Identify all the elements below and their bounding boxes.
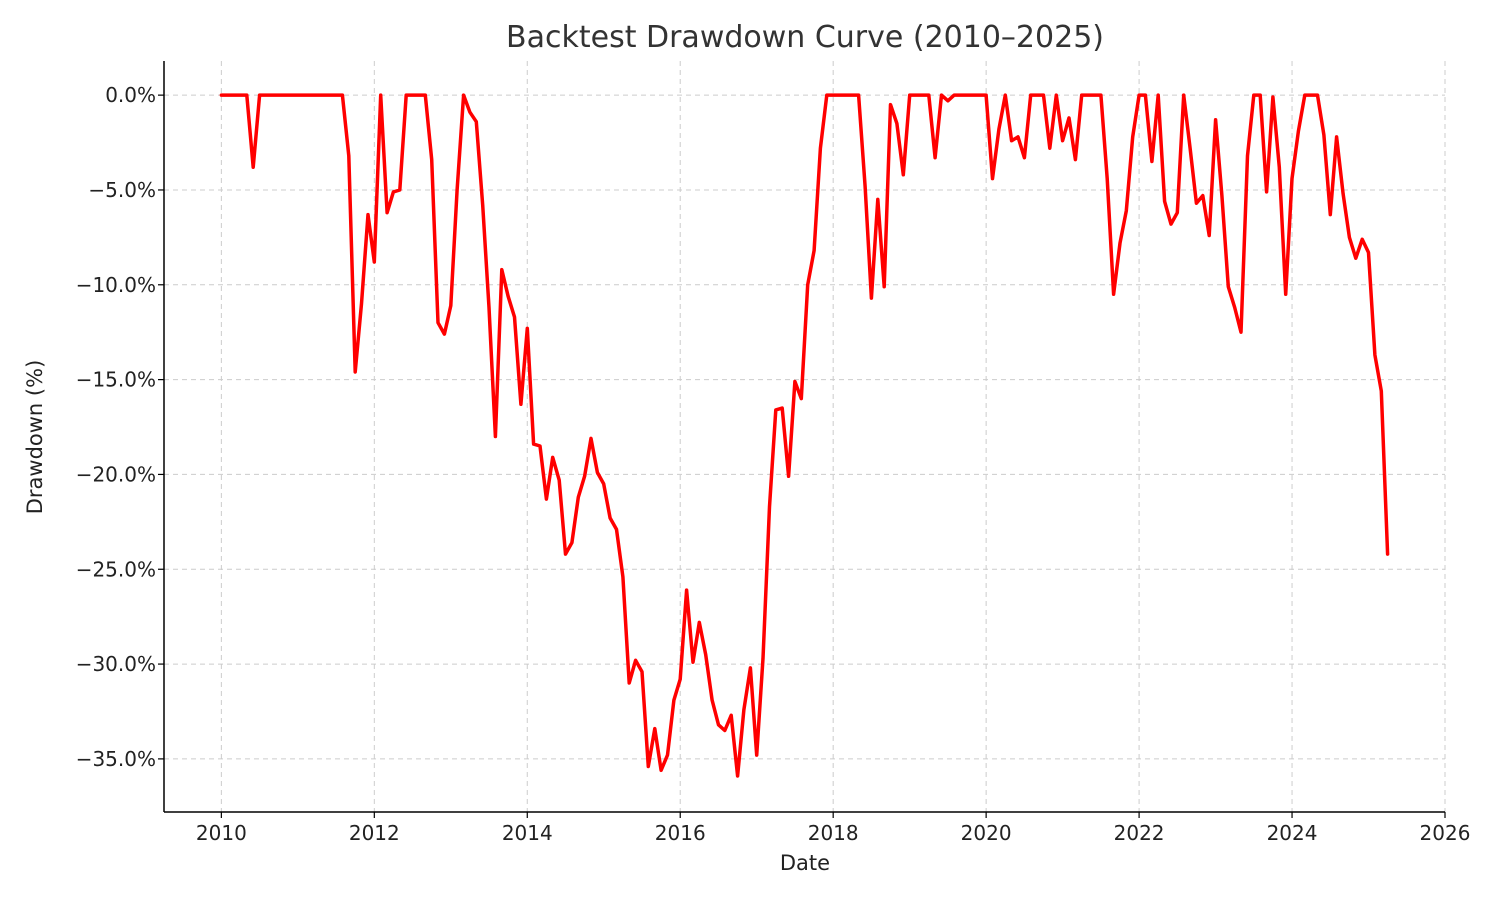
y-tick-label: 0.0% [105,83,156,107]
x-tick-label: 2022 [1114,821,1165,845]
y-tick-label: −20.0% [76,462,156,486]
y-tick-label: −30.0% [76,652,156,676]
y-tick-label: −5.0% [88,178,156,202]
y-tick-label: −15.0% [76,368,156,392]
x-tick-label: 2020 [961,821,1012,845]
grid-lines [164,61,1446,812]
x-tick-label: 2026 [1420,821,1471,845]
y-tick-label: −25.0% [76,557,156,581]
chart-title: Backtest Drawdown Curve (2010–2025) [506,20,1104,55]
x-axis-ticks: 2010 2012 2014 2016 2018 2020 2022 2024 2026 [196,812,1471,845]
x-tick-label: 2016 [655,821,706,845]
y-tick-label: −35.0% [76,747,156,771]
y-axis-ticks: 0.0% −5.0% −10.0% −15.0% −20.0% −25.0% −30.0% −… [76,83,164,771]
x-tick-label: 2024 [1267,821,1318,845]
x-tick-label: 2010 [196,821,247,845]
x-tick-label: 2012 [349,821,400,845]
drawdown-series-line [219,93,1390,778]
y-axis-label: Drawdown (%) [23,360,47,515]
y-tick-label: −10.0% [76,273,156,297]
x-axis-label: Date [780,851,830,875]
x-tick-label: 2014 [502,821,553,845]
axes-frame [163,61,1445,813]
x-tick-label: 2018 [808,821,859,845]
